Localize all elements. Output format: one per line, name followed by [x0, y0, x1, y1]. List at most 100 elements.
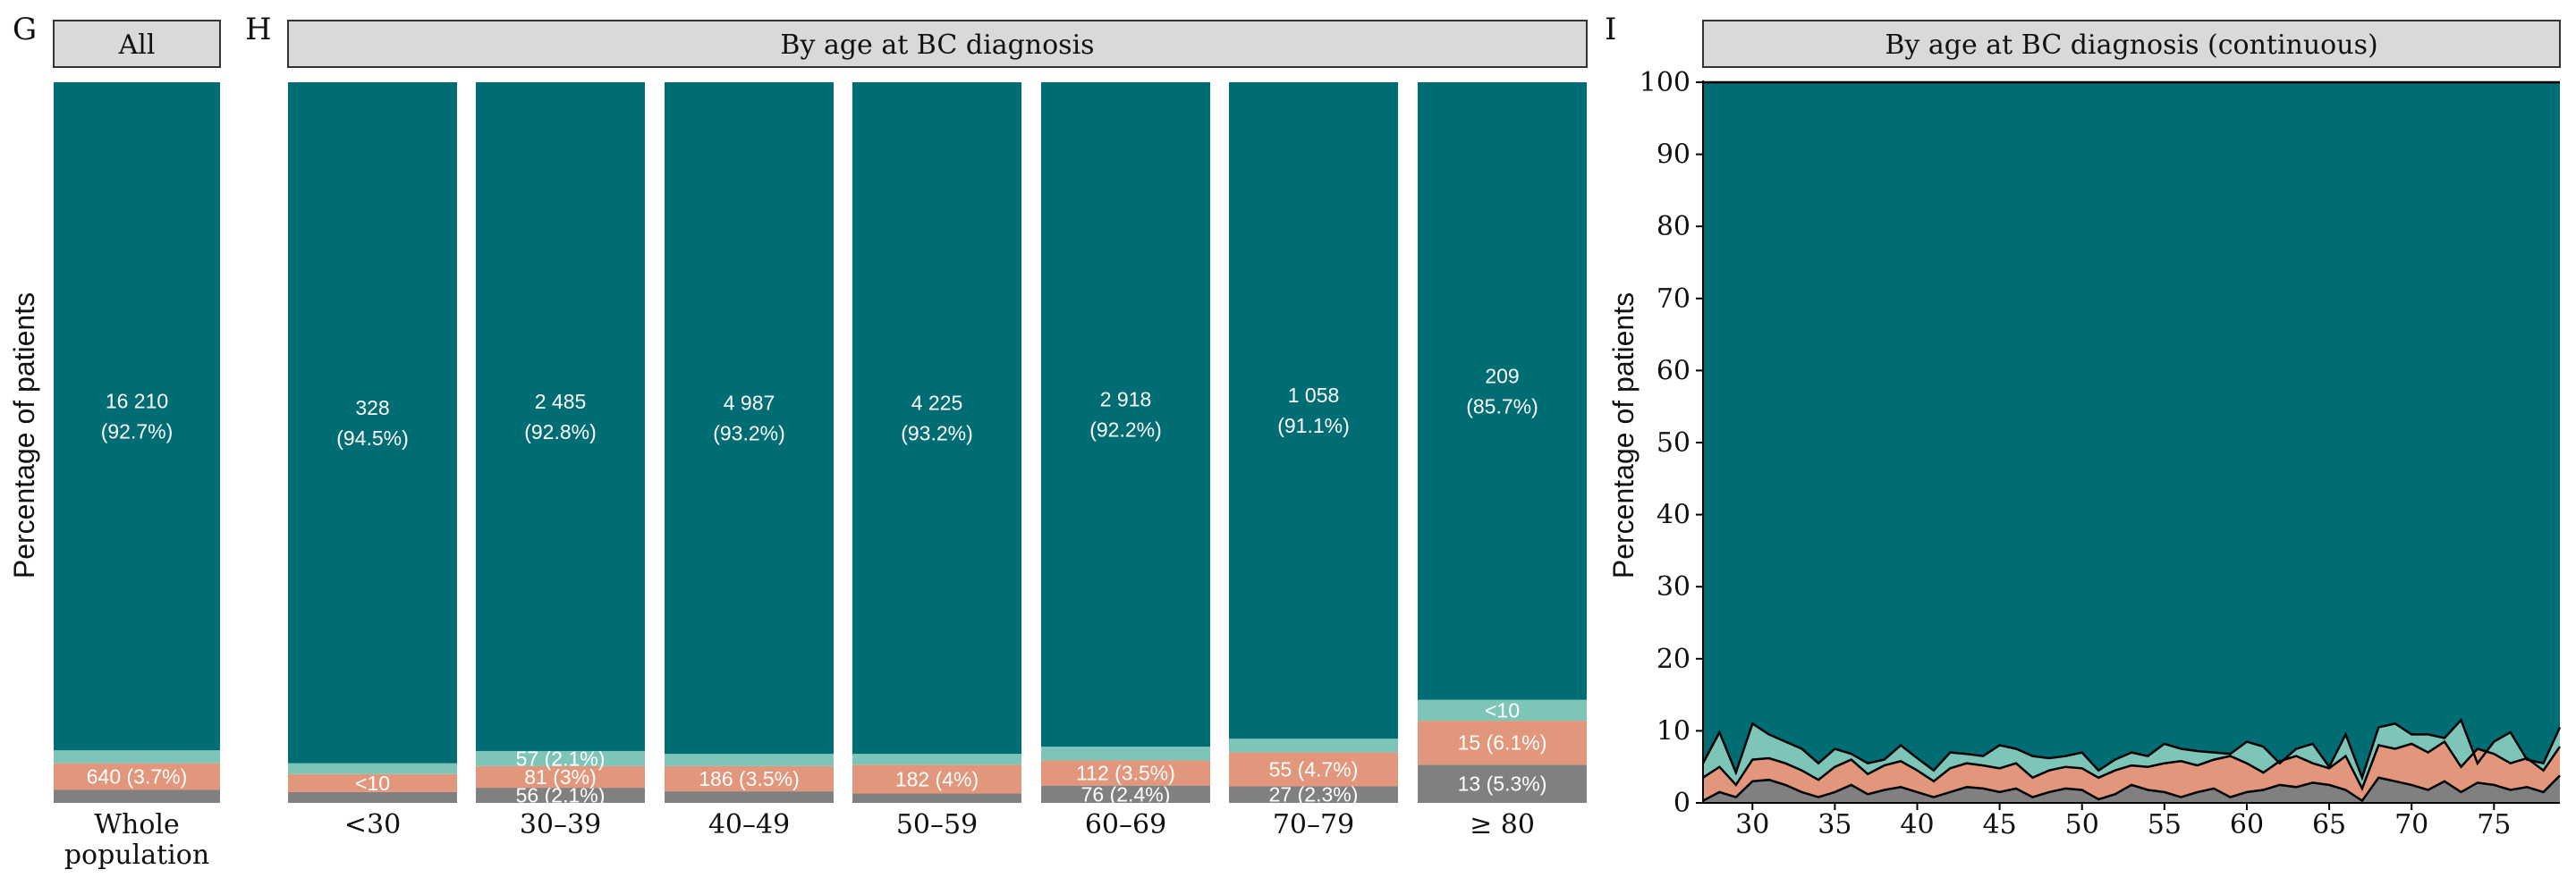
panel-i-y-tick-label: 0 [1674, 788, 1690, 819]
panel-h-bar-6-label-main: (85.7%) [1466, 394, 1538, 418]
panel-h-bar-6-label-grey: 13 (5.3%) [1458, 772, 1547, 796]
panel-h-bar-5-segment-light [1229, 739, 1398, 753]
panel-h-bar-5-segment-main [1229, 82, 1398, 739]
panel-h-bar-4-label-grey: 76 (2.4%) [1081, 782, 1171, 806]
panel-h-bar-2-label-main: (93.2%) [713, 422, 785, 445]
panel-h-x-tick-label: 60–69 [1085, 809, 1166, 840]
panel-g-bar-0-label-main: (92.7%) [101, 420, 174, 443]
panel-h-bar-4-label-main: (92.2%) [1089, 418, 1162, 442]
panel-i-y-tick-label: 30 [1657, 571, 1690, 603]
panel-g-bar-0-segment-light [54, 750, 220, 764]
panel-i-y-tick-label: 100 [1640, 67, 1690, 98]
panel-h-bar-6-segment-salmon [1418, 721, 1587, 765]
panel-g-strip-label: All [118, 30, 156, 61]
panel-h-strip [287, 20, 1588, 68]
panel-h-bar-0-label-main: (94.5%) [336, 426, 409, 450]
panel-h-bar-5-segment-grey [1229, 786, 1398, 803]
panel-g-bar-0-label-salmon: 640 (3.7%) [87, 765, 188, 789]
panel-h-bar-2-segment-grey [665, 791, 834, 803]
panel-h-bar-1-segment-salmon [476, 765, 645, 789]
panel-h-bar-4-segment-grey [1041, 785, 1210, 803]
panel-h-bar-0-label-salmon: <10 [355, 772, 390, 795]
panel-i-x-tick-label: 45 [1983, 809, 2017, 840]
panel-h-bar-5-label-grey: 27 (2.3%) [1269, 783, 1359, 806]
panel-g-bar-0-segment-salmon [54, 763, 220, 790]
panel-i-y-tick-label: 20 [1657, 644, 1690, 675]
panel-i-x-tick-label: 40 [1900, 809, 1934, 840]
panel-i-x-tick-label: 35 [1818, 809, 1852, 840]
panel-g-bar-0-label-main: 16 210 [106, 390, 168, 413]
panel-h-bar-6-label-light: <10 [1485, 698, 1520, 722]
panel-h-bar-2-label-main: 4 987 [724, 392, 775, 415]
panel-h-bar-6-label-salmon: 15 (6.1%) [1458, 731, 1547, 755]
panel-h-bar-4-segment-salmon [1041, 760, 1210, 786]
panel-h-bar-4-segment-light [1041, 747, 1210, 761]
panel-i-y-tick-label: 50 [1657, 427, 1690, 459]
panel-h-x-tick-label: <30 [344, 809, 401, 840]
panel-i-x-tick-label: 60 [2230, 809, 2264, 840]
panel-h-bar-5-segment-salmon [1229, 752, 1398, 787]
panel-i-strip-label: By age at BC diagnosis (continuous) [1885, 30, 2377, 61]
panel-h-bar-0-segment-salmon [288, 773, 457, 792]
panel-i-y-tick-label: 90 [1657, 139, 1690, 171]
panel-h-bar-2-segment-main [665, 82, 834, 755]
panel-i-area-grey [1703, 775, 2560, 803]
panel-h-bar-1-label-main: 2 485 [535, 390, 587, 413]
panel-i-y-tick-label: 70 [1657, 283, 1690, 315]
panel-i-y-axis-title: Percentage of patients [1607, 292, 1640, 578]
panel-g-letter: G [13, 12, 37, 47]
panel-i-x-tick-label: 75 [2477, 809, 2511, 840]
panel-g-strip [53, 20, 221, 68]
panel-i-x-tick-label: 50 [2065, 809, 2099, 840]
panel-h-bar-1-label-salmon: 81 (3%) [524, 765, 597, 789]
panel-h-bar-0-label-main: 328 [355, 396, 389, 419]
panel-h-bar-3-segment-salmon [852, 764, 1021, 794]
panel-g-x-tick-label: Whole [94, 809, 180, 840]
panel-i-strip [1702, 20, 2561, 68]
panel-h-bar-1-segment-grey [476, 788, 645, 803]
panel-h-bar-0-segment-light [288, 763, 457, 774]
panel-h-x-tick-label: 70–79 [1273, 809, 1354, 840]
panel-h-bar-0-segment-main [288, 82, 457, 764]
panel-h-bar-3-label-main: 4 225 [911, 392, 963, 415]
panel-h-x-tick-label: ≥ 80 [1470, 809, 1535, 840]
panel-i-line-grey [1702, 774, 2561, 803]
panel-h-bar-4-segment-main [1041, 82, 1210, 747]
panel-i-y-tick-label: 60 [1657, 355, 1690, 386]
panel-g-bar-0-segment-main [54, 82, 220, 751]
panel-h-bar-4-label-salmon: 112 (3.5%) [1076, 762, 1175, 785]
panel-h-bar-6-segment-grey [1418, 764, 1587, 803]
panel-h-bar-5-label-main: (91.1%) [1277, 414, 1350, 437]
panel-i-x-tick-label: 70 [2394, 809, 2428, 840]
panel-h-letter: H [245, 12, 272, 47]
panel-i-area-main [1703, 82, 2560, 778]
panel-g-bar-0-segment-grey [54, 789, 220, 803]
panel-h-bar-1-segment-light [476, 750, 645, 766]
panel-h-bar-1-segment-main [476, 82, 645, 751]
panel-i-line-salmon [1702, 739, 2562, 791]
panel-i-y-tick-label: 80 [1657, 211, 1690, 242]
panel-i-y-tick-label: 40 [1657, 500, 1690, 531]
panel-h-x-tick-label: 40–49 [708, 809, 790, 840]
panel-h-bar-3-label-main: (93.2%) [901, 422, 973, 445]
panel-h-strip-label: By age at BC diagnosis [780, 30, 1094, 61]
panel-h-bar-3-segment-main [852, 82, 1021, 755]
panel-h-bar-6-label-main: 209 [1485, 364, 1519, 387]
panel-h-bar-1-label-main: (92.8%) [524, 420, 597, 443]
panel-h-bar-5-label-salmon: 55 (4.7%) [1269, 758, 1359, 781]
panel-i-area-chart: 0 10 20 30 40 50 60 70 80 90 100 30 35 40 45 50 55 60 65 70… [1640, 67, 2562, 840]
panel-h-bar-2-segment-light [665, 754, 834, 766]
panel-i-line-light [1701, 717, 2562, 781]
panel-h-x-tick-label: 50–59 [896, 809, 978, 840]
panel-i-letter: I [1605, 12, 1616, 47]
panel-i-x-tick-label: 65 [2312, 809, 2346, 840]
panel-h-bar-0-segment-grey [288, 791, 457, 803]
panel-h-bar-6-segment-light [1418, 699, 1587, 722]
panel-g-y-axis-title: Percentage of patients [8, 292, 40, 578]
panel-h-bar-3-label-salmon: 182 (4%) [895, 767, 979, 790]
panel-i-y-tick-label: 10 [1657, 715, 1690, 747]
panel-h-bar-6-segment-main [1418, 82, 1587, 700]
